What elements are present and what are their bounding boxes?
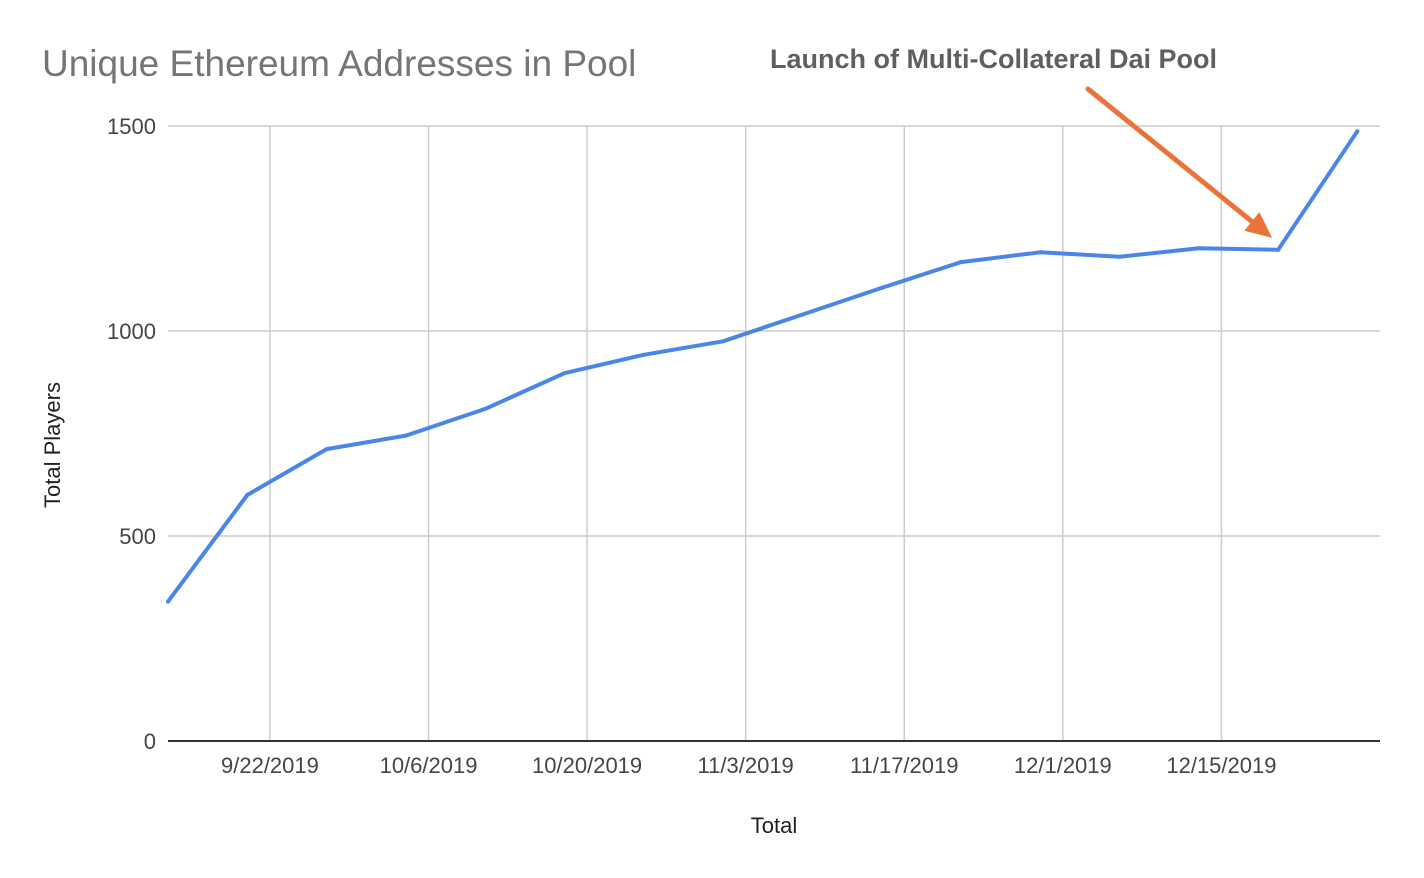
data-points — [166, 129, 1360, 604]
data-point — [1355, 129, 1360, 134]
data-point — [641, 352, 646, 357]
x-tick-label: 11/3/2019 — [698, 753, 794, 778]
data-point — [879, 285, 884, 290]
data-point — [721, 339, 726, 344]
data-point — [1038, 250, 1043, 255]
x-tick-label: 9/22/2019 — [221, 753, 319, 778]
x-tick-label: 11/17/2019 — [850, 753, 958, 778]
y-axis-label: Total Players — [40, 382, 65, 508]
series-line-total-players — [166, 129, 1360, 604]
y-tick-label: 1500 — [107, 114, 156, 139]
gridlines — [168, 125, 1380, 741]
data-point — [166, 599, 170, 604]
data-point — [1117, 254, 1122, 259]
data-point — [483, 406, 488, 411]
data-point — [958, 260, 963, 265]
x-tick-label: 12/15/2019 — [1166, 753, 1276, 778]
x-axis-label: Total — [751, 813, 797, 838]
data-point — [403, 433, 408, 438]
data-point — [562, 371, 567, 376]
data-point — [245, 493, 250, 497]
data-point — [1276, 247, 1281, 252]
annotation-arrow-head — [1244, 212, 1273, 238]
x-tick-label: 10/6/2019 — [380, 753, 478, 778]
y-axis-ticks: 0 500 1000 1500 — [107, 114, 156, 754]
x-axis-ticks: 9/22/2019 10/6/2019 10/20/2019 11/3/2019 11/… — [221, 753, 1276, 778]
y-tick-label: 500 — [119, 524, 156, 549]
chart-title: Unique Ethereum Addresses in Pool — [42, 43, 636, 84]
data-point — [800, 312, 805, 317]
data-point — [324, 447, 329, 452]
x-tick-label: 12/1/2019 — [1014, 753, 1112, 778]
annotation-arrow-shaft — [1085, 86, 1255, 224]
x-tick-label: 10/20/2019 — [532, 753, 642, 778]
data-point — [1196, 246, 1201, 251]
annotation-label: Launch of Multi-Collateral Dai Pool — [770, 44, 1217, 74]
y-tick-label: 1000 — [107, 319, 156, 344]
annotation-arrow — [1085, 86, 1273, 238]
y-tick-label: 0 — [144, 729, 156, 754]
